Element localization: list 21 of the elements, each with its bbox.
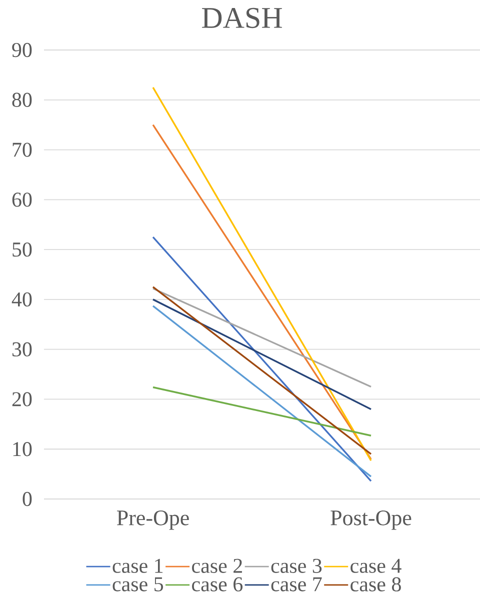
y-tick-label: 80 <box>12 92 32 107</box>
legend-label: case 6 <box>192 577 243 592</box>
legend-label: case 5 <box>112 577 163 592</box>
legend-label: case 2 <box>192 558 242 573</box>
y-tick-label: 90 <box>12 42 32 58</box>
chart-title: DASH <box>202 8 282 28</box>
x-tick-label: Post-Ope <box>330 510 412 530</box>
y-tick-label: 50 <box>12 242 32 257</box>
x-tick-label: Pre-Ope <box>116 510 189 530</box>
legend-label: case 3 <box>271 558 322 573</box>
y-tick-label: 70 <box>12 142 32 157</box>
y-tick-label: 60 <box>12 192 32 207</box>
legend-label: case 7 <box>271 577 322 592</box>
y-tick-label: 40 <box>12 292 32 307</box>
y-tick-label: 30 <box>12 342 32 356</box>
y-tick-label: 20 <box>12 392 32 406</box>
legend-label: case 1 <box>112 558 163 573</box>
legend-label: case 8 <box>350 577 401 592</box>
y-tick-label: 0 <box>22 492 32 506</box>
legend-label: case 4 <box>350 558 402 573</box>
y-tick-label: 10 <box>13 442 32 456</box>
